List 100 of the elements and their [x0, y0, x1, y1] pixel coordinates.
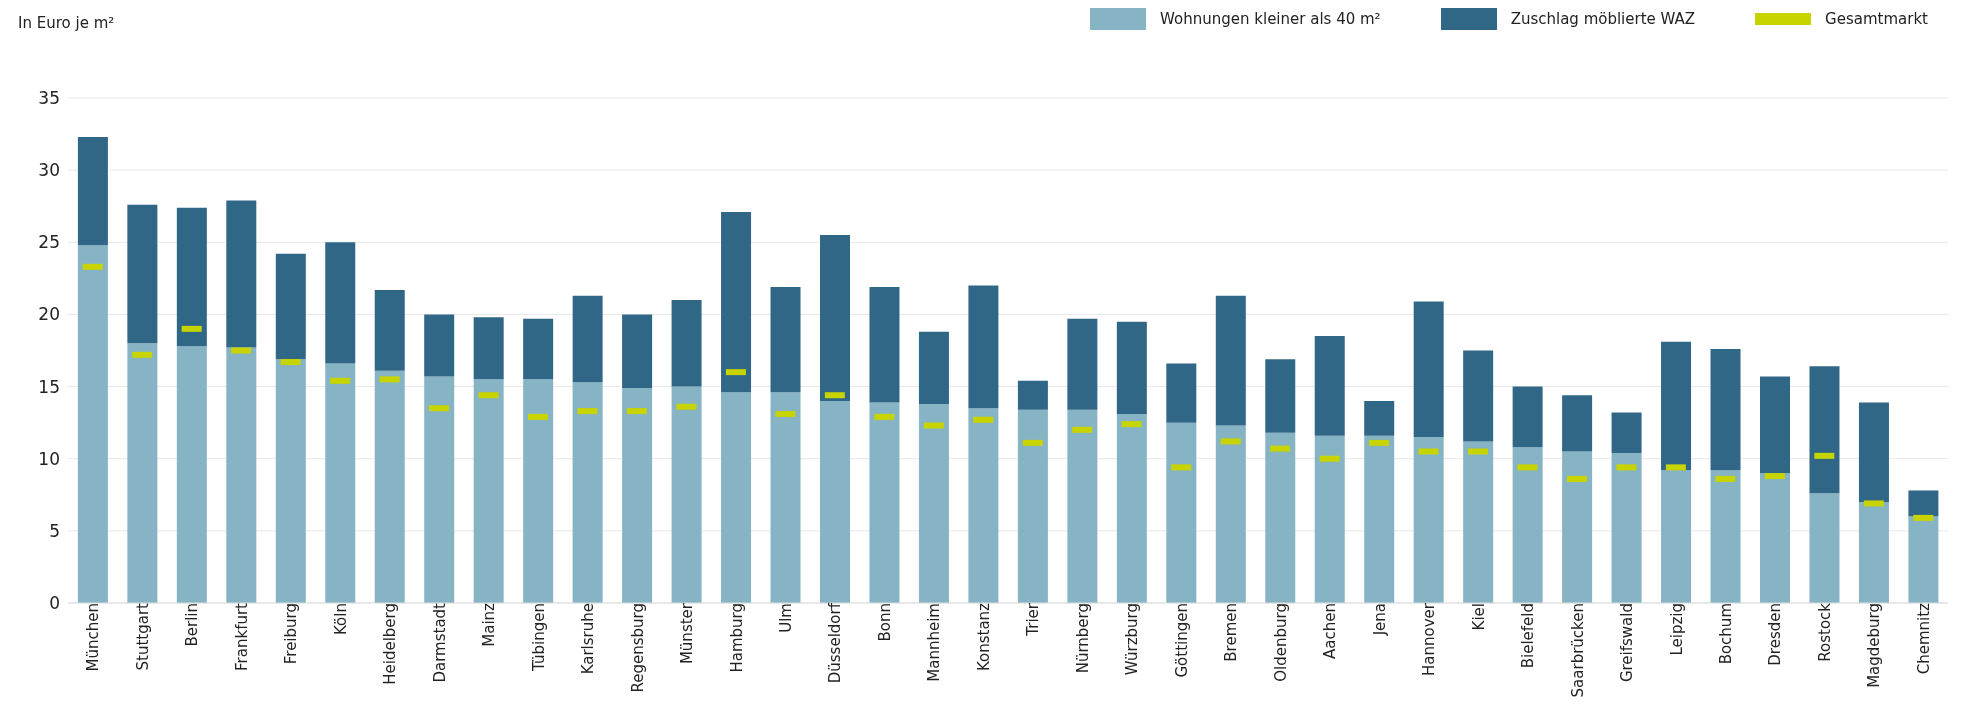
bar	[1364, 401, 1395, 436]
bar	[770, 287, 801, 393]
bar	[572, 382, 603, 603]
x-tick-label: Würzburg	[1123, 603, 1142, 676]
x-tick-label: Freiburg	[282, 603, 301, 665]
bar	[1166, 363, 1197, 423]
x-tick-label: Düsseldorf	[826, 602, 845, 684]
bar	[671, 386, 702, 603]
bar	[1809, 366, 1840, 494]
x-tick-label: Heidelberg	[381, 603, 400, 685]
bar	[1858, 502, 1889, 603]
y-axis-title: In Euro je m²	[18, 14, 115, 32]
x-tick-label: Bonn	[875, 603, 894, 642]
x-tick-label: Aachen	[1321, 603, 1340, 659]
x-tick-label: Hamburg	[727, 603, 746, 673]
x-tick-label: Leipzig	[1667, 603, 1686, 656]
bar	[1364, 435, 1395, 603]
x-tick-label: Karlsruhe	[579, 603, 598, 675]
bar	[1116, 413, 1147, 603]
bar	[374, 289, 405, 371]
bar	[1215, 425, 1246, 603]
x-tick-label: Dresden	[1766, 603, 1785, 666]
bar	[473, 379, 504, 603]
bar	[226, 347, 257, 603]
bar	[1512, 447, 1543, 603]
y-tick-label: 10	[38, 448, 60, 469]
bar	[1265, 359, 1296, 433]
bar	[176, 207, 207, 347]
x-tick-label: Saarbrücken	[1568, 603, 1587, 698]
bar	[1661, 341, 1692, 471]
x-tick-label: Darmstadt	[430, 602, 449, 683]
bar	[770, 392, 801, 603]
bar	[869, 287, 900, 403]
x-tick-label: Trier	[1024, 602, 1043, 637]
x-tick-label: München	[84, 603, 103, 672]
bar	[968, 408, 999, 603]
x-tick-label: Köln	[331, 603, 350, 635]
bar	[869, 402, 900, 603]
bar	[275, 359, 306, 603]
x-tick-label: Bremen	[1222, 603, 1241, 662]
bar	[127, 343, 158, 603]
x-tick-label: Bielefeld	[1519, 603, 1538, 669]
bar	[1611, 452, 1642, 603]
bar	[1067, 409, 1098, 603]
bar	[721, 211, 752, 393]
y-tick-label: 25	[38, 232, 60, 253]
bar	[1314, 435, 1345, 603]
bar	[1562, 451, 1593, 603]
x-tick-label: Hannover	[1420, 602, 1439, 676]
bar	[523, 379, 554, 603]
bar	[1463, 350, 1494, 442]
bar	[325, 363, 356, 603]
bar	[1166, 422, 1197, 603]
bar	[1611, 412, 1642, 453]
x-tick-label: Münster	[678, 602, 697, 665]
bar	[1661, 470, 1692, 603]
bar	[1512, 386, 1543, 448]
bar	[1265, 432, 1296, 603]
bar	[1017, 409, 1048, 603]
x-tick-label: Frankfurt	[232, 602, 251, 671]
bar	[1760, 473, 1790, 603]
legend-label: Zuschlag möblierte WAZ	[1510, 10, 1696, 28]
bar	[325, 242, 356, 364]
bar	[622, 314, 653, 389]
bar	[275, 253, 306, 360]
bar	[1067, 318, 1098, 410]
bar	[473, 317, 504, 380]
bar	[1710, 349, 1741, 471]
x-tick-label: Oldenburg	[1271, 603, 1290, 682]
bar	[226, 200, 257, 348]
y-tick-label: 30	[38, 160, 60, 181]
y-tick-label: 20	[38, 304, 60, 325]
x-tick-label: Tübingen	[529, 603, 548, 673]
bar	[1017, 380, 1048, 410]
bar	[1760, 376, 1790, 474]
x-tick-label: Mannheim	[925, 603, 944, 682]
y-tick-label: 5	[49, 520, 60, 541]
bar	[1463, 441, 1494, 603]
bar	[1710, 470, 1741, 603]
x-tick-label: Stuttgart	[133, 602, 152, 671]
x-tick-label: Kiel	[1469, 603, 1488, 631]
x-tick-label: Magdeburg	[1865, 603, 1884, 688]
bar	[918, 331, 949, 404]
bar	[1413, 437, 1444, 603]
x-tick-label: Nürnberg	[1073, 603, 1092, 674]
bar	[622, 388, 653, 603]
bar	[424, 376, 455, 603]
x-tick-label: Mainz	[480, 602, 499, 647]
bar	[572, 295, 603, 383]
bar	[918, 403, 949, 603]
bar	[1858, 402, 1889, 502]
bar	[721, 392, 752, 603]
x-tick-label: Chemnitz	[1914, 602, 1933, 675]
bar	[820, 235, 850, 401]
bar	[176, 346, 207, 603]
bar	[1314, 336, 1345, 436]
bar	[1908, 490, 1939, 517]
bar	[968, 285, 999, 409]
x-tick-label: Jena	[1370, 603, 1389, 637]
y-tick-label: 0	[49, 593, 60, 614]
